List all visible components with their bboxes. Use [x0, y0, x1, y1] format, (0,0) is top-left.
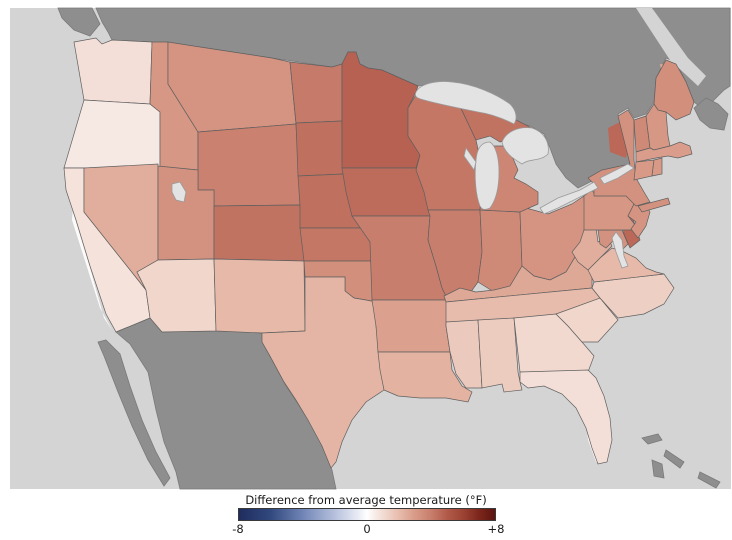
legend: Difference from average temperature (°F)… [0, 489, 732, 540]
green-bay [463, 147, 477, 171]
lake-erie [539, 181, 599, 215]
colorbar-tick-max: +8 [487, 522, 505, 536]
vancouver-island [57, 7, 101, 37]
lake-huron [501, 127, 549, 165]
lakes [171, 81, 635, 269]
legend-title: Difference from average temperature (°F) [245, 493, 487, 507]
bahamas-islands [641, 433, 721, 489]
great-salt-lake [171, 181, 187, 203]
baja-california [97, 339, 171, 487]
chesapeake-bay [611, 231, 629, 269]
colorbar-tick-zero: 0 [363, 522, 371, 536]
lake-ontario [599, 163, 635, 185]
nova-scotia [693, 97, 729, 131]
st-lawrence-river [636, 8, 706, 86]
colorbar-tick-min: -8 [232, 522, 244, 536]
lake-superior [414, 81, 517, 125]
colorbar-gradient [238, 508, 496, 521]
colorbar-ticks: -8 0 +8 [232, 522, 504, 538]
